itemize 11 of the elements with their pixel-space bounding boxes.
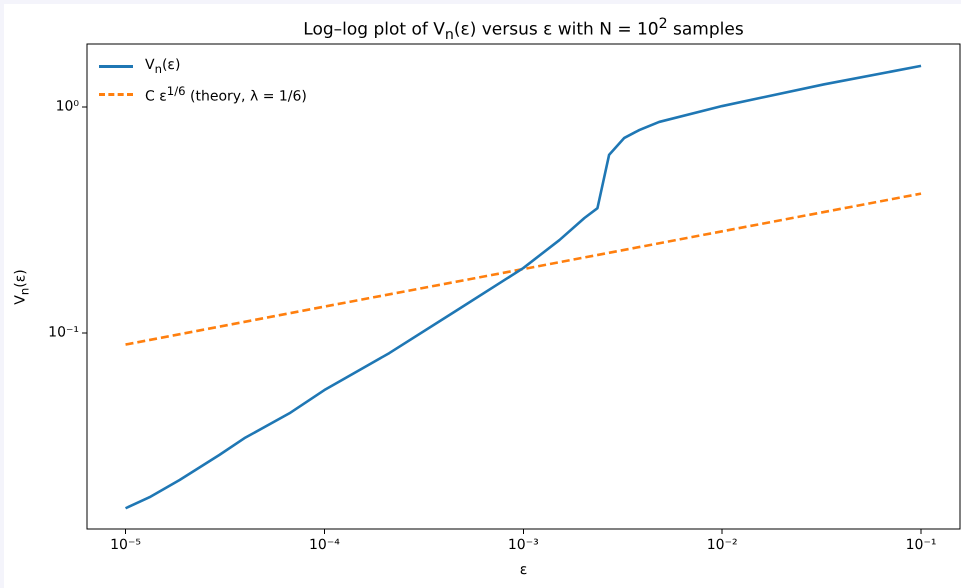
x-axis-title: ε [518, 562, 528, 578]
legend-label: V$_{n}$(ε) [145, 56, 180, 76]
x-tick-label: 10⁻⁵ [110, 537, 141, 554]
y-tick-label: 10⁰ [56, 98, 80, 115]
x-tick-label: 10⁻¹ [906, 537, 936, 554]
x-tick-label: 10⁻³ [508, 537, 539, 554]
x-tick-label: 10⁻² [706, 537, 738, 554]
x-tick-label: 10⁻⁴ [309, 537, 340, 554]
line-series [124, 192, 922, 346]
chart-title: Log–log plot of V$_{n}$(ε) versus ε with N = 10$^{2}$ samples [302, 16, 745, 44]
legend-label: C ε$^{1/6}$ (theory, λ = 1/6) [145, 84, 307, 104]
